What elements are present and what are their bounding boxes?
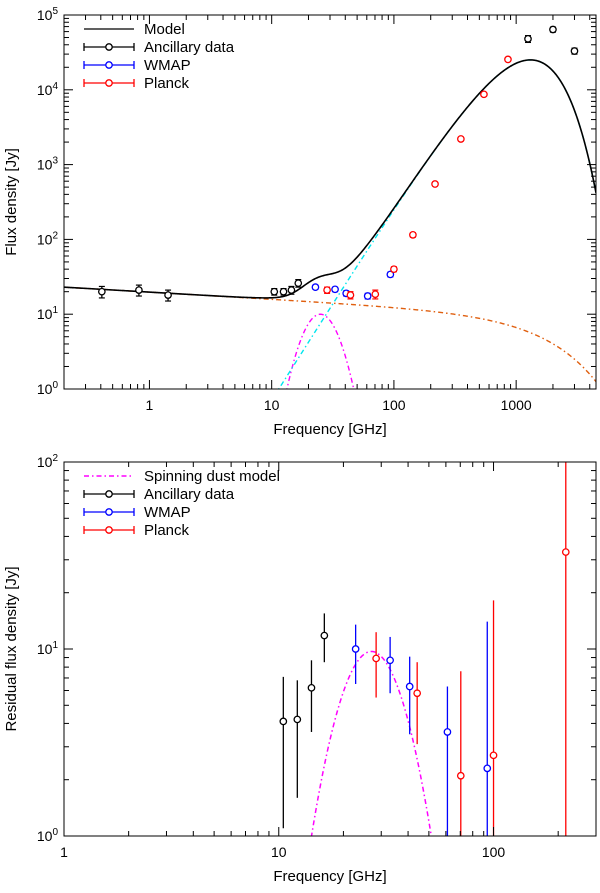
spinning-dust-model-curve <box>310 650 433 836</box>
x-axis-label: Frequency [GHz] <box>273 421 386 438</box>
y-tick-label: 101 <box>37 640 59 657</box>
y-tick-label: 102 <box>37 453 59 470</box>
data-point <box>549 25 557 34</box>
legend-label: Planck <box>144 75 190 92</box>
x-tick-label: 10 <box>264 397 280 413</box>
data-point <box>386 270 395 279</box>
data-point <box>293 715 302 724</box>
y-axis-label: Residual flux density [Jy] <box>3 566 20 731</box>
legend-marker <box>105 43 113 51</box>
data-point <box>294 279 303 288</box>
legend-marker <box>105 79 113 87</box>
legend-label: WMAP <box>144 504 191 521</box>
data-point <box>561 548 570 556</box>
data-point <box>386 656 394 665</box>
legend-label: Ancillary data <box>144 486 235 503</box>
legend-label: Spinning dust model <box>144 468 280 485</box>
data-point <box>351 645 360 653</box>
data-point <box>320 631 329 640</box>
data-point <box>457 135 465 143</box>
data-point <box>346 291 355 299</box>
model-curve-spinning-dust <box>286 313 355 389</box>
data-point <box>483 764 492 773</box>
data-point <box>443 728 452 736</box>
legend-label: Planck <box>144 522 190 539</box>
data-point <box>311 283 320 291</box>
legend-label: Ancillary data <box>144 39 235 56</box>
data-points <box>279 462 570 836</box>
y-tick-label: 103 <box>37 156 59 173</box>
data-point <box>504 55 512 64</box>
data-point <box>405 682 414 691</box>
residual-panel: 1 10 100 100 101 102 Frequency [GHz] Residual… <box>3 453 597 885</box>
data-points <box>97 25 579 302</box>
data-point <box>270 287 279 296</box>
legend-marker <box>105 526 113 534</box>
model-curves <box>310 650 433 836</box>
data-point <box>409 231 417 239</box>
data-point <box>570 47 579 55</box>
data-point <box>279 717 288 726</box>
x-tick-label: 1000 <box>501 397 532 413</box>
y-tick-label: 100 <box>37 827 59 844</box>
x-tick-label: 100 <box>482 844 506 860</box>
y-tick-label: 104 <box>37 81 59 98</box>
legend-marker <box>105 508 113 516</box>
x-axis-label: Frequency [GHz] <box>273 868 386 885</box>
model-curve-free-free <box>64 286 596 383</box>
y-tick-label: 100 <box>37 380 59 397</box>
y-tick-label: 105 <box>37 6 59 23</box>
data-point <box>307 683 316 692</box>
legend-marker <box>105 61 113 69</box>
model-curves <box>64 59 596 389</box>
x-tick-label: 1 <box>60 844 68 860</box>
data-point <box>331 285 339 294</box>
data-point <box>97 287 106 296</box>
model-curve-thermal-dust <box>277 59 596 389</box>
data-point <box>164 291 172 299</box>
y-tick-label: 102 <box>37 230 59 247</box>
x-tick-label: 10 <box>271 844 287 860</box>
data-point <box>390 265 398 274</box>
data-point <box>363 292 372 300</box>
legend-label: Model <box>144 21 185 38</box>
data-point <box>413 689 422 698</box>
y-axis-label: Flux density [Jy] <box>3 148 20 256</box>
sed-panel: 1 10 100 1000 100 101 102 103 104 105 Frequency [… <box>3 6 597 438</box>
y-tick-label: 101 <box>37 305 59 322</box>
data-point <box>456 771 465 780</box>
data-point <box>323 286 331 294</box>
axis-ticks: 1 10 100 1000 100 101 102 103 104 105 <box>37 6 596 413</box>
legend-label: WMAP <box>144 57 191 74</box>
data-point <box>489 751 498 760</box>
data-point <box>279 287 288 296</box>
data-point <box>372 654 380 663</box>
data-point <box>135 286 143 294</box>
x-tick-label: 100 <box>382 397 406 413</box>
data-point <box>524 34 532 43</box>
data-point <box>287 286 296 294</box>
data-point <box>431 180 439 188</box>
data-point <box>371 290 380 299</box>
x-tick-label: 1 <box>146 397 154 413</box>
axis-ticks: 1 10 100 100 101 102 <box>37 453 597 860</box>
legend-marker <box>105 490 113 498</box>
data-point <box>480 90 488 99</box>
model-curve-total <box>64 59 596 299</box>
